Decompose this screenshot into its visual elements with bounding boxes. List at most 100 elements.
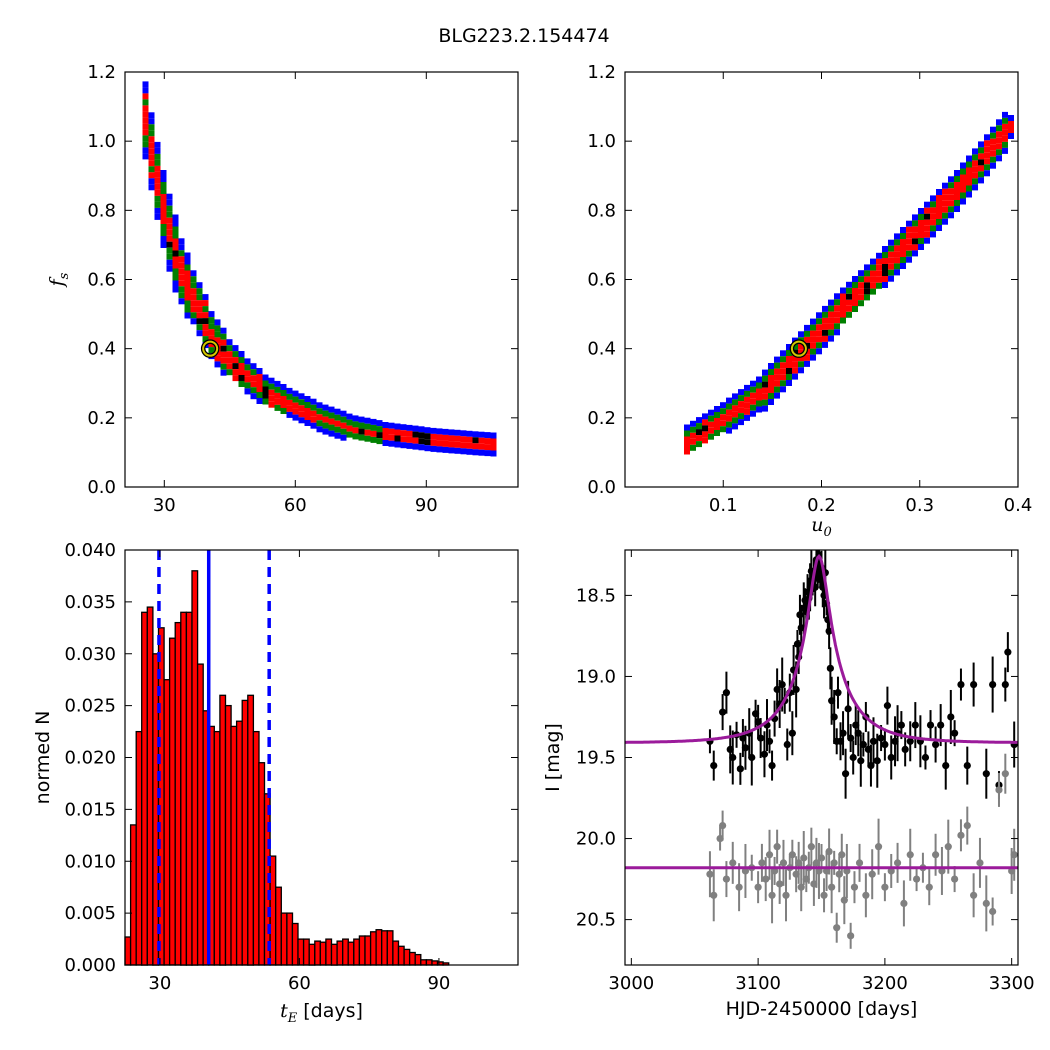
heatmap-cell (388, 434, 395, 441)
heatmap-cell (160, 182, 167, 188)
heatmap-cell (930, 195, 936, 202)
heatmap-cell (750, 398, 756, 405)
heatmap-cell (930, 207, 936, 214)
heatmap-cell (184, 270, 191, 277)
hist-bar (280, 912, 288, 966)
data-point (1010, 851, 1018, 859)
heatmap-cell (142, 147, 149, 154)
heatmap-cell (250, 393, 257, 400)
heatmap-cell (936, 201, 942, 207)
best-fit-marker-ring (790, 340, 807, 357)
y-tick-label: 1.0 (587, 131, 616, 152)
heatmap-cell (726, 427, 732, 434)
heatmap-cell (720, 420, 726, 427)
data-point (776, 880, 784, 888)
heatmap-cell (244, 358, 251, 365)
heatmap-cell (388, 422, 395, 429)
data-point (706, 870, 714, 878)
heatmap-cell (1008, 127, 1014, 133)
heatmap-cell (876, 252, 882, 259)
heatmap-cell (280, 402, 287, 408)
y-tick-label: 0.4 (587, 339, 616, 360)
heatmap-cell (708, 421, 714, 428)
hist-bar (336, 940, 344, 966)
heatmap-cell (274, 392, 281, 399)
heatmap-cell (412, 443, 419, 450)
heatmap-cell (346, 431, 353, 438)
heatmap-cell (196, 312, 203, 319)
data-point (768, 891, 776, 899)
heatmap-cell (792, 355, 798, 362)
heatmap-cell (160, 170, 167, 176)
heatmap-cell (696, 435, 702, 442)
heatmap-cell (142, 141, 149, 148)
heatmap-cell (406, 442, 413, 449)
best-fit-marker-ring (202, 340, 219, 357)
heatmap-cell (334, 420, 341, 427)
heatmap-cell (810, 354, 816, 361)
hist-bar (353, 938, 361, 966)
y-tick-label: 0.6 (87, 270, 116, 291)
x-tick-label: 0.4 (1004, 495, 1033, 516)
heatmap-cell (196, 330, 203, 337)
data-point (748, 753, 756, 762)
heatmap-cells (684, 111, 1014, 455)
heatmap-cell (346, 413, 353, 420)
heatmap-cell (154, 165, 161, 172)
hist-bar (425, 959, 433, 966)
heatmap-cell (852, 276, 858, 282)
heatmap-cell (756, 382, 762, 389)
heatmap-cell (804, 336, 810, 343)
heatmap-cell (852, 288, 858, 294)
heatmap-cell (154, 153, 161, 160)
heatmap-cell (930, 213, 936, 220)
heatmap-cell (202, 336, 209, 343)
y-tick-label: 20.0 (576, 829, 616, 850)
data-point (944, 843, 952, 851)
data-point (1001, 680, 1009, 689)
heatmap-cell (972, 154, 978, 161)
heatmap-cell (310, 398, 317, 405)
heatmap-cell (726, 403, 732, 410)
heatmap-cell (280, 396, 287, 402)
heatmap-cell (1008, 133, 1014, 139)
heatmap-cell (918, 238, 924, 244)
x-axis-label: tE [days] (280, 1000, 363, 1026)
plot-area (625, 550, 1018, 949)
heatmap-cell (684, 424, 690, 431)
heatmap-cell (148, 148, 155, 155)
heatmap-cell (720, 414, 726, 421)
data-point (931, 851, 940, 859)
heatmap-cell (220, 339, 227, 346)
heatmap-cell (208, 335, 215, 342)
heatmap-cell (750, 380, 756, 387)
heatmap-cell (484, 438, 491, 445)
heatmap-cell (708, 409, 714, 416)
hist-bar (358, 935, 366, 966)
heatmap-cell (430, 427, 437, 434)
heatmap-cell (310, 422, 317, 429)
heatmap-cell (996, 131, 1002, 138)
y-tick-label: 0.025 (64, 696, 116, 717)
heatmap-cell (226, 351, 233, 358)
data-point (963, 821, 971, 830)
heatmap-cell (810, 348, 816, 355)
x-tick-label: 60 (288, 973, 311, 994)
heatmap-cell (148, 112, 155, 119)
heatmap-cell (304, 396, 311, 402)
heatmap-cell (936, 207, 942, 213)
data-point (741, 744, 750, 752)
heatmap-cell (298, 399, 305, 406)
heatmap-cell (744, 396, 750, 403)
heatmap-cell (232, 351, 239, 358)
hist-bar (381, 930, 388, 966)
heatmap-cell (244, 388, 251, 395)
heatmap-cell (250, 387, 257, 394)
heatmap-cell (466, 442, 473, 449)
hist-bar (369, 931, 377, 966)
heatmap-cell (756, 376, 762, 383)
heatmap-cell (418, 438, 425, 445)
heatmap-cell (286, 399, 293, 406)
heatmap-cell (388, 440, 395, 447)
heatmap-cell (340, 416, 347, 423)
